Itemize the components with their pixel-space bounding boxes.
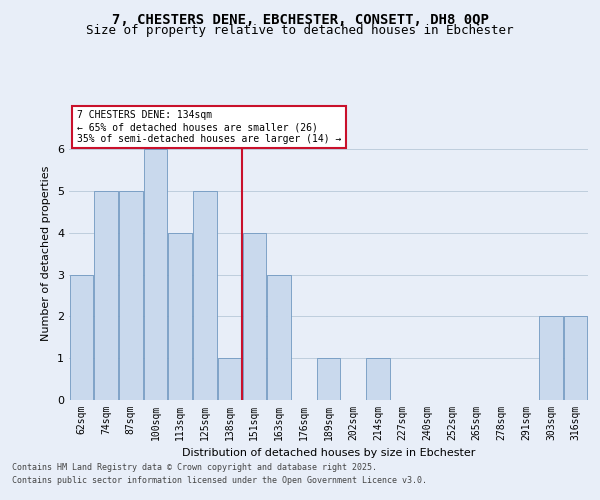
Text: 7 CHESTERS DENE: 134sqm
← 65% of detached houses are smaller (26)
35% of semi-de: 7 CHESTERS DENE: 134sqm ← 65% of detache… — [77, 110, 341, 144]
Bar — [317, 358, 340, 400]
Text: 7, CHESTERS DENE, EBCHESTER, CONSETT, DH8 0QP: 7, CHESTERS DENE, EBCHESTER, CONSETT, DH… — [112, 12, 488, 26]
Text: Contains HM Land Registry data © Crown copyright and database right 2025.: Contains HM Land Registry data © Crown c… — [12, 464, 377, 472]
Bar — [144, 150, 167, 400]
Bar — [70, 274, 93, 400]
Bar — [218, 358, 241, 400]
Y-axis label: Number of detached properties: Number of detached properties — [41, 166, 52, 342]
Text: Size of property relative to detached houses in Ebchester: Size of property relative to detached ho… — [86, 24, 514, 37]
Bar — [242, 233, 266, 400]
Bar — [268, 274, 291, 400]
Text: Contains public sector information licensed under the Open Government Licence v3: Contains public sector information licen… — [12, 476, 427, 485]
X-axis label: Distribution of detached houses by size in Ebchester: Distribution of detached houses by size … — [182, 448, 475, 458]
Bar — [564, 316, 587, 400]
Bar — [193, 191, 217, 400]
Bar — [119, 191, 143, 400]
Bar — [169, 233, 192, 400]
Bar — [94, 191, 118, 400]
Bar — [366, 358, 389, 400]
Bar — [539, 316, 563, 400]
